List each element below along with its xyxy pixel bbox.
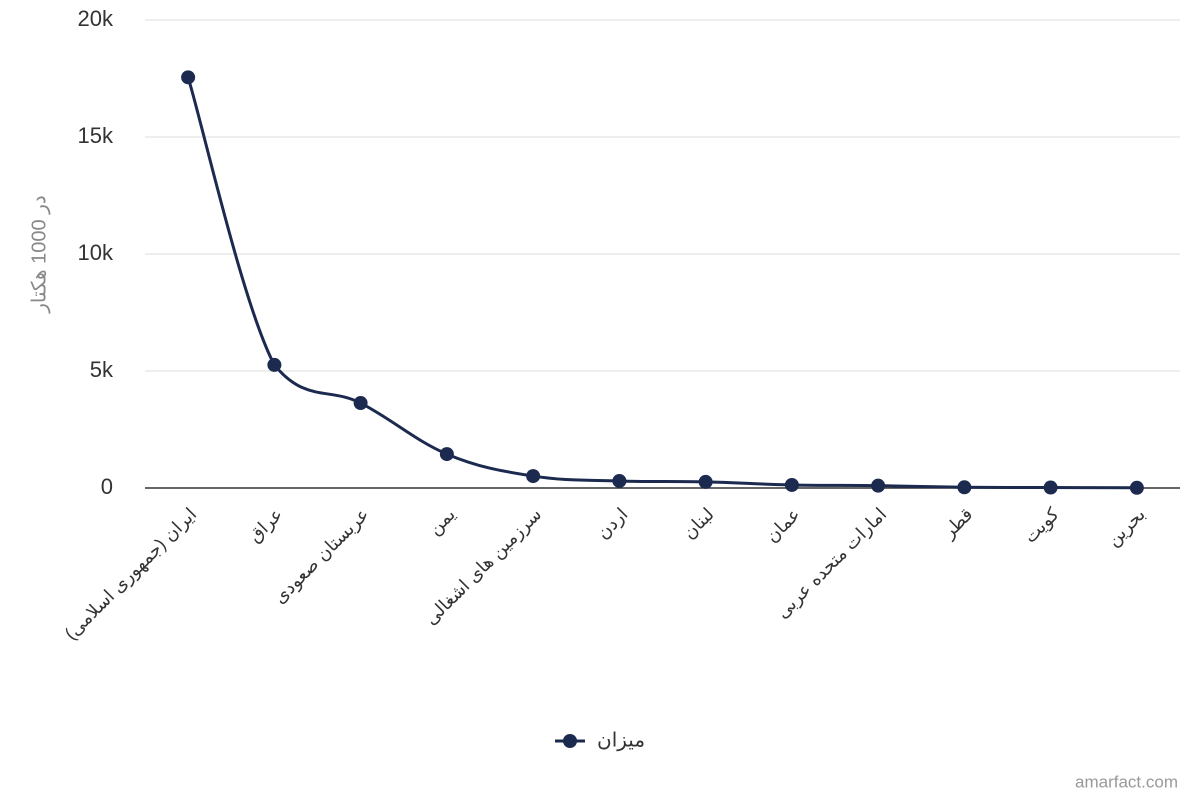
x-tick-label: یمن xyxy=(424,504,459,539)
y-tick-label: 10k xyxy=(78,240,114,265)
x-tick-label: کویت xyxy=(1020,504,1064,548)
y-axis-label: در 1000 هکتار xyxy=(28,195,50,314)
point xyxy=(871,478,886,493)
point xyxy=(698,474,713,489)
x-tick-label: عراق xyxy=(244,504,287,547)
point xyxy=(957,480,972,495)
x-tick-label: عمان xyxy=(762,504,804,546)
point xyxy=(1043,480,1058,495)
legend-label: میزان xyxy=(597,729,645,751)
point xyxy=(1129,480,1144,495)
point xyxy=(612,473,627,488)
y-tick-label: 15k xyxy=(78,123,114,148)
point xyxy=(181,70,196,85)
point xyxy=(526,469,541,484)
x-tick-label: ایران (جمهوری اسلامی) xyxy=(61,504,201,644)
point xyxy=(784,477,799,492)
x-tick-label: بحرین xyxy=(1103,504,1150,551)
x-tick-label: قطر xyxy=(938,504,977,543)
watermark: amarfact.com xyxy=(1075,772,1178,791)
x-tick-label: لبنان xyxy=(679,504,718,543)
point xyxy=(439,447,454,462)
line xyxy=(186,76,1137,490)
legend-marker xyxy=(563,734,577,748)
x-tick-label: اردن xyxy=(593,504,632,543)
y-tick-label: 5k xyxy=(90,357,114,382)
y-tick-label: 20k xyxy=(78,6,114,31)
point xyxy=(267,357,282,372)
point xyxy=(353,396,368,411)
y-tick-label: 0 xyxy=(101,474,113,499)
